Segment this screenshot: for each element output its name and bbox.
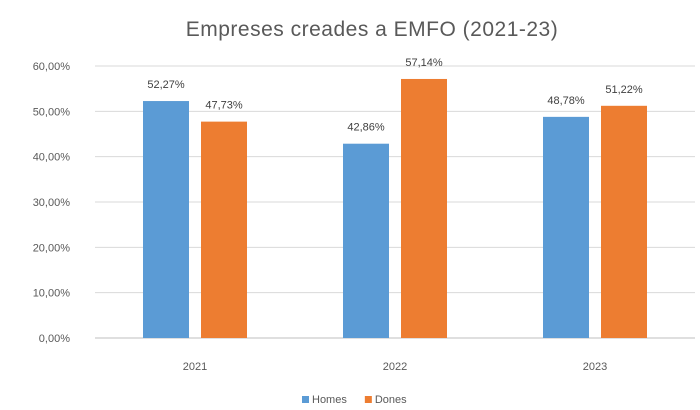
y-tick-label: 0,00% — [39, 333, 70, 345]
bar-homes-2021 — [143, 101, 189, 338]
data-label: 42,86% — [347, 122, 385, 134]
bar-dones-2023 — [601, 105, 647, 338]
y-tick-label: 30,00% — [33, 197, 71, 209]
x-tick-label: 2022 — [383, 361, 407, 373]
legend-label: Dones — [375, 394, 407, 406]
data-label: 52,27% — [147, 79, 185, 91]
y-tick-label: 40,00% — [33, 152, 71, 164]
bar-dones-2021 — [201, 121, 247, 339]
gridlines — [95, 65, 695, 339]
y-axis-ticks: 0,00% 10,00% 20,00% 30,00% 40,00% 50,00% 60,00… — [33, 61, 71, 345]
y-tick-label: 20,00% — [33, 242, 71, 254]
data-label: 48,78% — [547, 95, 585, 107]
data-labels: 52,27% 47,73% 42,86% 57,14% 48,78% 51,22% — [147, 57, 643, 134]
x-tick-label: 2023 — [583, 361, 607, 373]
y-tick-label: 10,00% — [33, 288, 71, 300]
x-axis-ticks: 2021 2022 2023 — [183, 361, 607, 373]
bars — [143, 78, 647, 339]
bar-dones-2022 — [401, 78, 447, 338]
legend-swatch-homes — [302, 396, 309, 403]
data-label: 47,73% — [205, 100, 243, 112]
x-tick-label: 2021 — [183, 361, 207, 373]
legend: Homes Dones — [302, 394, 407, 406]
legend-label: Homes — [312, 394, 347, 406]
chart-title: Empreses creades a EMFO (2021-23) — [186, 18, 558, 41]
y-tick-label: 50,00% — [33, 106, 71, 118]
legend-swatch-dones — [364, 396, 372, 403]
bar-homes-2023 — [543, 116, 589, 338]
y-tick-label: 60,00% — [33, 61, 71, 73]
bar-homes-2022 — [343, 143, 389, 338]
data-label: 51,22% — [605, 84, 643, 96]
data-label: 57,14% — [405, 57, 443, 69]
